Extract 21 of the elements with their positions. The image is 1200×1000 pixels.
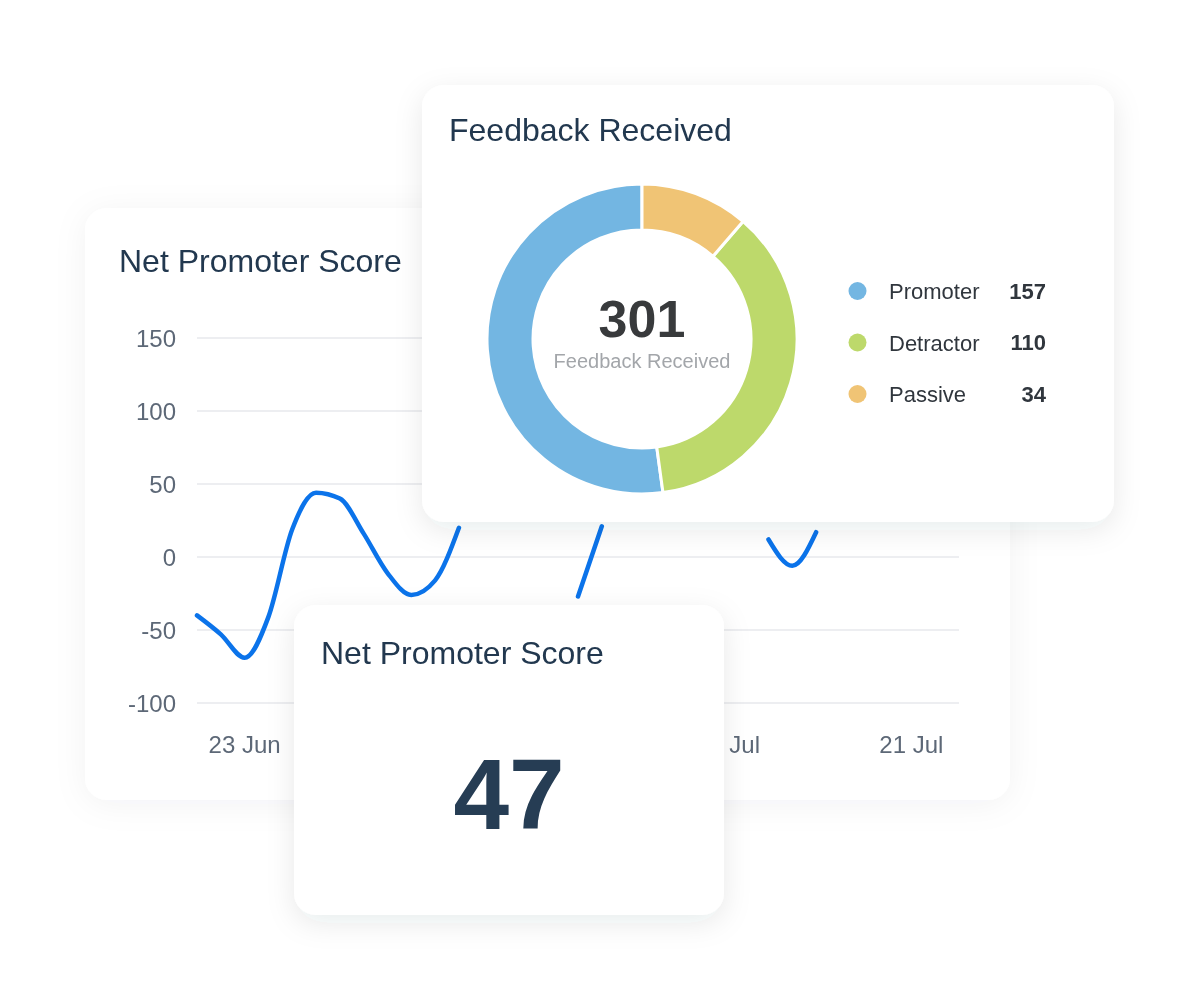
y-tick-label: 50 [149,470,176,498]
data-label: 110 [1010,330,1046,355]
x-tick-label: Jul [729,731,761,758]
legend-label: Promoter [889,278,980,304]
x-tick-label: 21 Jul [879,731,944,758]
legend-label: Passive [889,381,967,407]
annotation: 301 [598,290,686,348]
text: Net Promoter Score [321,635,604,671]
legend-label: Detractor [889,330,980,355]
y-tick-label: 0 [162,543,176,571]
x-tick-label: 23 Jun [208,731,281,758]
y-tick-label: -50 [141,616,176,644]
annotation: Feedback Received [553,350,731,372]
data-label: 34 [1021,381,1047,407]
text: 47 [453,738,565,850]
chart-title: Feedback Received [449,112,732,148]
y-tick-label: 100 [135,397,176,425]
y-tick-label: -100 [127,689,176,717]
data-label: 157 [1009,278,1046,304]
chart-title: Net Promoter Score [119,243,402,279]
y-tick-label: 150 [135,324,176,352]
